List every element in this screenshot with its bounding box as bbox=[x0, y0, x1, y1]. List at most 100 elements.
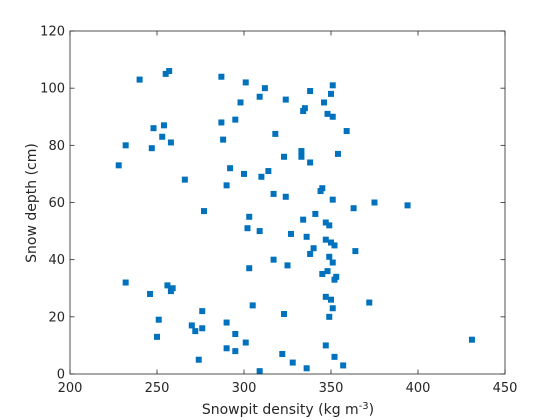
data-point bbox=[322, 236, 329, 243]
data-point bbox=[200, 208, 207, 215]
x-tick-label: 300 bbox=[232, 381, 257, 396]
y-tick-label: 60 bbox=[48, 196, 65, 211]
data-point bbox=[287, 230, 294, 237]
data-point bbox=[322, 342, 329, 349]
data-point bbox=[326, 222, 333, 229]
data-point bbox=[223, 182, 230, 189]
data-point bbox=[166, 68, 173, 75]
y-tick-label: 100 bbox=[40, 82, 65, 97]
data-point bbox=[329, 259, 336, 266]
data-point bbox=[328, 296, 334, 303]
data-point bbox=[279, 350, 286, 357]
data-point bbox=[155, 316, 162, 323]
data-point bbox=[281, 153, 288, 160]
data-point bbox=[164, 282, 171, 289]
x-tick-label: 350 bbox=[319, 381, 344, 396]
data-point bbox=[272, 130, 279, 137]
data-point bbox=[218, 73, 225, 80]
data-point bbox=[371, 199, 378, 206]
data-point bbox=[246, 265, 253, 272]
data-point bbox=[147, 290, 154, 297]
data-point bbox=[340, 362, 347, 369]
data-point bbox=[298, 153, 305, 160]
data-point bbox=[136, 76, 143, 83]
data-point bbox=[324, 268, 331, 275]
data-point bbox=[321, 99, 328, 106]
data-point bbox=[242, 79, 249, 86]
data-point bbox=[232, 348, 239, 355]
data-point bbox=[350, 205, 357, 212]
data-point bbox=[148, 145, 155, 152]
data-point bbox=[162, 70, 169, 77]
data-point bbox=[195, 356, 202, 363]
x-tick-label: 400 bbox=[406, 381, 431, 396]
data-point bbox=[366, 299, 373, 306]
x-tick-label: 450 bbox=[493, 381, 518, 396]
data-point bbox=[241, 170, 247, 177]
data-point bbox=[310, 245, 317, 252]
data-point bbox=[334, 150, 341, 157]
data-point bbox=[270, 256, 277, 263]
data-point bbox=[317, 188, 324, 195]
data-point bbox=[468, 336, 475, 343]
data-point bbox=[154, 333, 160, 340]
data-point bbox=[328, 90, 334, 97]
data-point bbox=[343, 128, 350, 135]
plot-background bbox=[70, 31, 505, 374]
data-point bbox=[281, 310, 288, 317]
data-point bbox=[223, 319, 230, 326]
x-axis-label-superscript: -3 bbox=[359, 401, 369, 412]
data-point bbox=[289, 359, 296, 366]
data-markers bbox=[115, 68, 475, 375]
data-point bbox=[282, 96, 289, 103]
data-point bbox=[322, 219, 329, 226]
data-point bbox=[227, 165, 234, 172]
x-axis-label: Snowpit density (kg m-3) bbox=[202, 401, 374, 418]
data-point bbox=[258, 173, 265, 180]
data-point bbox=[122, 142, 129, 149]
data-point bbox=[326, 253, 333, 260]
data-point bbox=[188, 322, 195, 329]
data-point bbox=[312, 210, 319, 217]
data-point bbox=[303, 233, 310, 240]
y-axis-ticks: 0 20 40 60 80 100 120 bbox=[40, 25, 505, 383]
data-point bbox=[167, 288, 174, 295]
data-point bbox=[232, 116, 239, 123]
data-point bbox=[199, 325, 206, 332]
x-axis-label-main: Snowpit density (kg m bbox=[202, 402, 359, 418]
data-point bbox=[319, 270, 326, 277]
data-point bbox=[331, 242, 338, 249]
data-point bbox=[256, 93, 263, 100]
data-point bbox=[160, 122, 167, 129]
data-point bbox=[167, 139, 174, 146]
data-point bbox=[300, 216, 307, 223]
x-tick-label: 250 bbox=[145, 381, 170, 396]
data-point bbox=[324, 110, 331, 117]
data-point bbox=[329, 196, 336, 203]
y-tick-label: 20 bbox=[48, 310, 65, 325]
data-point bbox=[265, 168, 272, 175]
data-point bbox=[244, 225, 251, 232]
data-point bbox=[303, 365, 310, 372]
plot-area bbox=[70, 31, 505, 374]
data-point bbox=[329, 82, 336, 89]
data-point bbox=[282, 193, 289, 200]
data-point bbox=[192, 328, 199, 335]
data-point bbox=[220, 136, 227, 143]
data-point bbox=[284, 262, 291, 269]
data-point bbox=[115, 162, 122, 169]
y-tick-label: 0 bbox=[57, 368, 65, 383]
data-point bbox=[352, 248, 359, 255]
data-point bbox=[326, 313, 333, 320]
data-point bbox=[307, 159, 314, 166]
data-point bbox=[150, 125, 157, 132]
x-axis-ticks: 200 250 300 350 400 450 bbox=[58, 31, 518, 396]
data-point bbox=[404, 202, 411, 209]
data-point bbox=[237, 99, 244, 106]
data-point bbox=[322, 293, 329, 300]
data-point bbox=[242, 339, 249, 346]
data-point bbox=[307, 250, 314, 257]
data-point bbox=[331, 276, 338, 283]
data-point bbox=[300, 108, 307, 115]
y-tick-label: 80 bbox=[48, 139, 65, 154]
